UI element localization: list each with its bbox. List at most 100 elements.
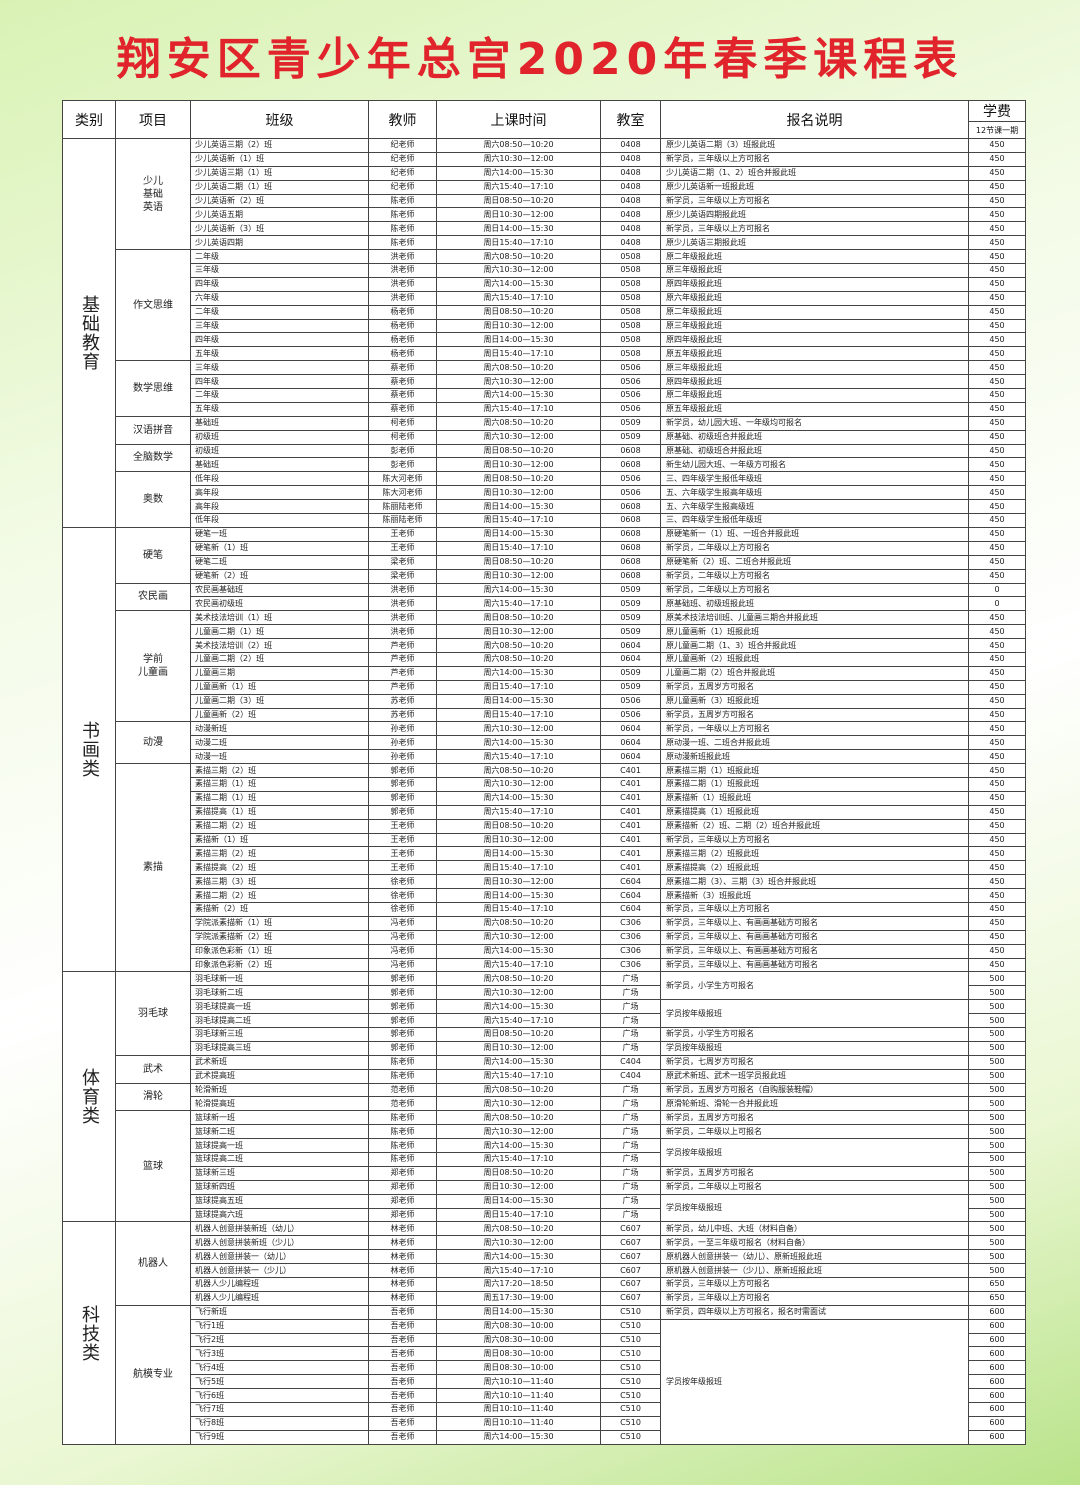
fee: 450 — [968, 151, 1026, 167]
classroom: 0506 — [600, 388, 661, 403]
class-name: 飞行8班 — [190, 1415, 369, 1431]
teacher: 洪老师 — [368, 263, 437, 278]
course-row: 三年级 杨老师 周日10:30—12:00 0508 原三年级报此班 450 — [63, 318, 1026, 334]
classroom: 广场 — [600, 999, 661, 1015]
course-row: 五年级 蔡老师 周六15:40—17:10 0506 原五年级报此班 450 — [63, 401, 1026, 417]
class-name: 高年段 — [190, 485, 369, 501]
fee: 450 — [968, 471, 1026, 487]
classroom: C404 — [600, 1068, 661, 1084]
teacher: 徐老师 — [368, 901, 437, 917]
classroom: 广场 — [600, 1124, 661, 1140]
class-name: 飞行1班 — [190, 1318, 369, 1334]
fee: 600 — [968, 1318, 1026, 1334]
fee: 450 — [968, 513, 1026, 528]
classroom: 0509 — [600, 665, 661, 681]
teacher: 郭老师 — [368, 1013, 437, 1028]
enroll-note: 新学员，三年级以上、有画画基础方可报名 — [660, 915, 969, 931]
class-name: 少儿英语三期（1）班 — [190, 165, 369, 181]
classroom: C306 — [600, 915, 661, 931]
course-row: 汉语拼音 基础班 柯老师 周六08:50—10:20 0509 新学员，幼儿园大班、一年级… — [63, 415, 1026, 445]
enroll-note: 原三年级报此班 — [660, 360, 969, 376]
fee: 450 — [968, 568, 1026, 584]
teacher: 冯老师 — [368, 929, 437, 945]
class-name: 儿童画二期（1）班 — [190, 624, 369, 640]
class-name: 硬笔新（1）班 — [190, 540, 369, 556]
teacher: 吾老师 — [368, 1360, 437, 1376]
course-row: 全脑数学 初级班 彭老师 周日08:50—10:20 0608 原基础、初级班合并报此班 4… — [63, 443, 1026, 473]
classroom: C607 — [600, 1263, 661, 1279]
class-name: 素描三期（3）班 — [190, 874, 369, 890]
course-row: 动漫 动漫新班 孙老师 周六10:30—12:00 0604 新学员，一年级以上方可报名 4… — [63, 721, 1026, 765]
enroll-note: 原二年级报此班 — [660, 388, 969, 403]
class-name: 武术提高班 — [190, 1068, 369, 1084]
enroll-note: 原素描新（3）班报此班 — [660, 888, 969, 903]
teacher: 蔡老师 — [368, 360, 437, 376]
enroll-note: 新学员，三年级以上、有画画基础方可报名 — [660, 929, 969, 945]
classroom: C401 — [600, 860, 661, 876]
class-time: 周六14:00—15:30 — [436, 1054, 601, 1070]
class-time: 周六14:00—15:30 — [436, 276, 601, 292]
class-name: 飞行5班 — [190, 1374, 369, 1390]
enroll-note: 原素描提高（2）班报此班 — [660, 860, 969, 876]
enroll-note: 原少儿英语二期（3）班报此班 — [660, 138, 969, 153]
classroom: C306 — [600, 929, 661, 945]
classroom: C607 — [600, 1221, 661, 1237]
teacher: 林老师 — [368, 1277, 437, 1292]
course-row: 羽毛球提高三班 郭老师 周日10:30—12:00 广场 学员按年级报班 500 — [63, 1040, 1026, 1056]
course-row: 印象派色彩新（2）班 冯老师 周六15:40—17:10 C306 新学员，三年级以上、… — [63, 957, 1026, 973]
class-name: 篮球新二班 — [190, 1124, 369, 1140]
teacher: 郭老师 — [368, 985, 437, 1001]
fee: 450 — [968, 860, 1026, 876]
fee: 450 — [968, 804, 1026, 820]
enroll-note: 学员按年级报班 — [660, 999, 969, 1028]
fee: 0 — [968, 582, 1026, 598]
header-cell: 班级 — [190, 100, 369, 139]
fee: 450 — [968, 179, 1026, 195]
teacher: 陈大河老师 — [368, 485, 437, 501]
enroll-note: 原五年级报此班 — [660, 401, 969, 417]
header-cell: 学费 — [968, 100, 1026, 122]
project: 奥数 — [115, 471, 191, 528]
teacher: 陈老师 — [368, 1152, 437, 1167]
enroll-note: 原滑轮新班、滑轮一合并报此班 — [660, 1096, 969, 1112]
course-row: 儿童画新（2）班 苏老师 周日15:40—17:10 0506 新学员，五周岁方可报名 4… — [63, 707, 1026, 723]
class-name: 篮球提高六班 — [190, 1207, 369, 1223]
enroll-note: 新学员，二年级以上可报名 — [660, 1179, 969, 1195]
enroll-note: 学员按年级报班 — [660, 1138, 969, 1167]
classroom: 0508 — [600, 249, 661, 265]
category: 体育类 — [62, 971, 116, 1223]
fee: 500 — [968, 1193, 1026, 1209]
fee: 450 — [968, 610, 1026, 626]
class-time: 周六15:40—17:10 — [436, 290, 601, 306]
course-row: 少儿英语新（2）班 陈老师 周日08:50—10:20 0408 新学员，三年级以上方可… — [63, 193, 1026, 209]
class-time: 周六10:30—12:00 — [436, 263, 601, 278]
class-time: 周六08:50—10:20 — [436, 360, 601, 376]
class-time: 周六10:30—12:00 — [436, 985, 601, 1001]
header-cell: 报名说明 — [660, 100, 969, 139]
category: 基础教育 — [62, 138, 116, 528]
teacher: 洪老师 — [368, 276, 437, 292]
fee: 450 — [968, 679, 1026, 695]
fee: 450 — [968, 651, 1026, 667]
teacher: 王老师 — [368, 540, 437, 556]
course-row: 机器人创意拼装一（少儿） 林老师 周六15:40—17:10 C607 原机器人创意拼装… — [63, 1263, 1026, 1279]
classroom: C401 — [600, 790, 661, 806]
class-name: 三年级 — [190, 360, 369, 376]
fee: 450 — [968, 388, 1026, 403]
course-row: 飞行7班 吾老师 周日10:10—11:40 C510 600 — [63, 1402, 1026, 1417]
classroom: C510 — [600, 1374, 661, 1390]
enroll-note: 新学员，三年级以上方可报名 — [660, 193, 969, 209]
class-name: 学院派素描新（2）班 — [190, 929, 369, 945]
page-title: 翔安区青少年总宫2020年春季课程表 — [116, 34, 964, 85]
class-name: 美术技法培训（1）班 — [190, 610, 369, 626]
fee: 500 — [968, 1027, 1026, 1042]
enroll-note: 原少儿英语四期报此班 — [660, 207, 969, 223]
enroll-note: 原基础、初级班合并报此班 — [660, 429, 969, 445]
classroom: 0408 — [600, 193, 661, 209]
fee: 450 — [968, 915, 1026, 931]
project: 动漫 — [115, 721, 191, 765]
enroll-note: 学员按年级报班 — [660, 1318, 969, 1445]
enroll-note: 新学员，三年级以上、有画画基础方可报名 — [660, 957, 969, 973]
fee: 450 — [968, 776, 1026, 792]
class-time: 周日10:30—12:00 — [436, 318, 601, 334]
